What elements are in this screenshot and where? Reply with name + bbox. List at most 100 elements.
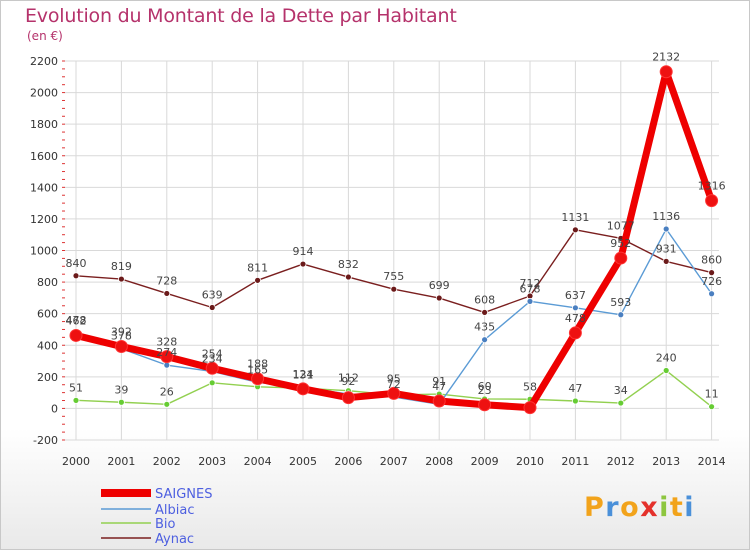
data-point-albiac xyxy=(708,290,715,298)
x-tick-label: 2009 xyxy=(471,455,499,468)
data-label-aynac: 608 xyxy=(474,293,495,306)
logo-letter: i xyxy=(659,492,670,523)
x-tick-label: 2005 xyxy=(289,455,317,468)
data-label-aynac: 1077 xyxy=(607,219,635,232)
x-tick-label: 2002 xyxy=(153,455,181,468)
data-label-saignes: 328 xyxy=(156,336,177,349)
data-label-bio: 26 xyxy=(160,385,174,398)
data-label-bio: 58 xyxy=(523,380,537,393)
proxiti-logo: Proxiti xyxy=(584,492,695,523)
data-label-bio: 240 xyxy=(656,352,677,365)
data-point-bio xyxy=(708,403,715,411)
data-point-albiac xyxy=(662,225,670,233)
y-tick-label: 800 xyxy=(37,276,58,289)
data-point-aynac xyxy=(299,260,307,268)
y-tick-label: 600 xyxy=(37,308,58,321)
data-label-aynac: 840 xyxy=(66,257,87,270)
y-tick-label: 1400 xyxy=(30,181,58,194)
data-label-saignes: 47 xyxy=(432,380,446,393)
data-point-aynac xyxy=(208,304,216,311)
data-label-saignes: 952 xyxy=(610,237,631,250)
data-point-saignes xyxy=(296,382,310,396)
data-label-aynac: 712 xyxy=(520,277,541,290)
x-tick-label: 2001 xyxy=(107,455,135,468)
y-tick-label: 2000 xyxy=(30,87,58,100)
data-point-saignes xyxy=(114,340,128,354)
logo-letter: t xyxy=(670,492,684,523)
data-point-saignes xyxy=(69,328,83,342)
data-label-albiac: 131 xyxy=(293,369,314,382)
data-point-albiac xyxy=(617,311,625,319)
data-label-saignes: 95 xyxy=(387,372,401,385)
data-point-saignes xyxy=(341,391,355,405)
data-point-bio xyxy=(72,396,80,404)
axis-layer: -200 0 200 400 600 800 1000 1200 1400 1600 1800 200… xyxy=(30,55,726,468)
data-point-aynac xyxy=(708,269,715,277)
data-point-saignes xyxy=(205,361,219,375)
data-label-aynac: 931 xyxy=(656,242,677,255)
x-tick-label: 2008 xyxy=(425,455,453,468)
data-label-albiac: 478 xyxy=(66,314,87,327)
x-tick-label: 2011 xyxy=(561,455,589,468)
logo-letter: x xyxy=(640,492,659,523)
y-tick-label: 1600 xyxy=(30,150,58,163)
data-point-bio xyxy=(572,397,579,405)
x-tick-label: 2012 xyxy=(607,455,635,468)
data-point-bio xyxy=(208,379,216,387)
data-point-saignes xyxy=(478,398,492,412)
data-label-bio: 34 xyxy=(614,384,628,397)
data-point-albiac xyxy=(481,336,489,344)
data-label-saignes: 1316 xyxy=(698,180,726,193)
y-tick-label: 200 xyxy=(37,371,58,384)
data-label-aynac: 811 xyxy=(247,261,268,274)
data-point-aynac xyxy=(435,294,443,302)
data-point-saignes xyxy=(251,372,265,386)
data-label-albiac: 435 xyxy=(474,321,495,334)
data-point-aynac xyxy=(662,257,670,265)
y-tick-label: 400 xyxy=(37,339,58,352)
data-point-saignes xyxy=(659,65,673,79)
x-tick-label: 2013 xyxy=(652,455,680,468)
data-point-bio xyxy=(118,398,125,406)
legend-label-saignes: SAIGNES xyxy=(155,487,212,502)
data-label-bio: 11 xyxy=(705,388,719,401)
y-tick-label: -200 xyxy=(33,434,58,447)
y-tick-label: 1000 xyxy=(30,245,58,258)
x-tick-label: 2000 xyxy=(62,455,90,468)
series-layer xyxy=(69,65,719,415)
data-label-albiac: 72 xyxy=(387,378,401,391)
data-point-bio xyxy=(617,399,625,407)
data-label-albiac: 378 xyxy=(111,330,132,343)
x-tick-label: 2003 xyxy=(198,455,226,468)
data-point-albiac xyxy=(526,297,534,305)
data-point-aynac xyxy=(72,272,80,280)
data-label-layer: 462 392 328 254 188 124 95 47 23 478 952 2132 1316 47… xyxy=(66,51,726,401)
data-label-saignes: 2132 xyxy=(652,51,680,64)
y-tick-label: 2200 xyxy=(30,55,58,68)
data-point-saignes xyxy=(160,350,174,364)
data-label-bio: 112 xyxy=(338,372,359,385)
data-label-albiac: 92 xyxy=(341,375,355,388)
data-label-aynac: 860 xyxy=(701,254,722,267)
data-label-albiac: 637 xyxy=(565,289,586,302)
logo-letter: r xyxy=(605,492,620,523)
data-label-aynac: 728 xyxy=(156,274,177,287)
logo-text: Proxiti xyxy=(584,492,695,523)
data-point-aynac xyxy=(390,285,398,293)
data-label-bio: 47 xyxy=(568,382,582,395)
data-label-saignes: 254 xyxy=(202,347,223,360)
data-label-saignes: 478 xyxy=(565,312,586,325)
data-label-aynac: 1131 xyxy=(561,211,589,224)
logo-letter: P xyxy=(584,492,605,523)
chart-unit: (en €) xyxy=(27,29,63,43)
data-label-albiac: 593 xyxy=(610,296,631,309)
data-point-aynac xyxy=(344,273,352,281)
data-label-albiac: 678 xyxy=(520,282,541,295)
data-point-saignes xyxy=(387,386,401,400)
data-label-albiac: 1136 xyxy=(652,210,680,223)
logo-letter: o xyxy=(620,492,640,523)
data-label-saignes: 23 xyxy=(478,384,492,397)
data-label-albiac: 234 xyxy=(202,352,223,365)
